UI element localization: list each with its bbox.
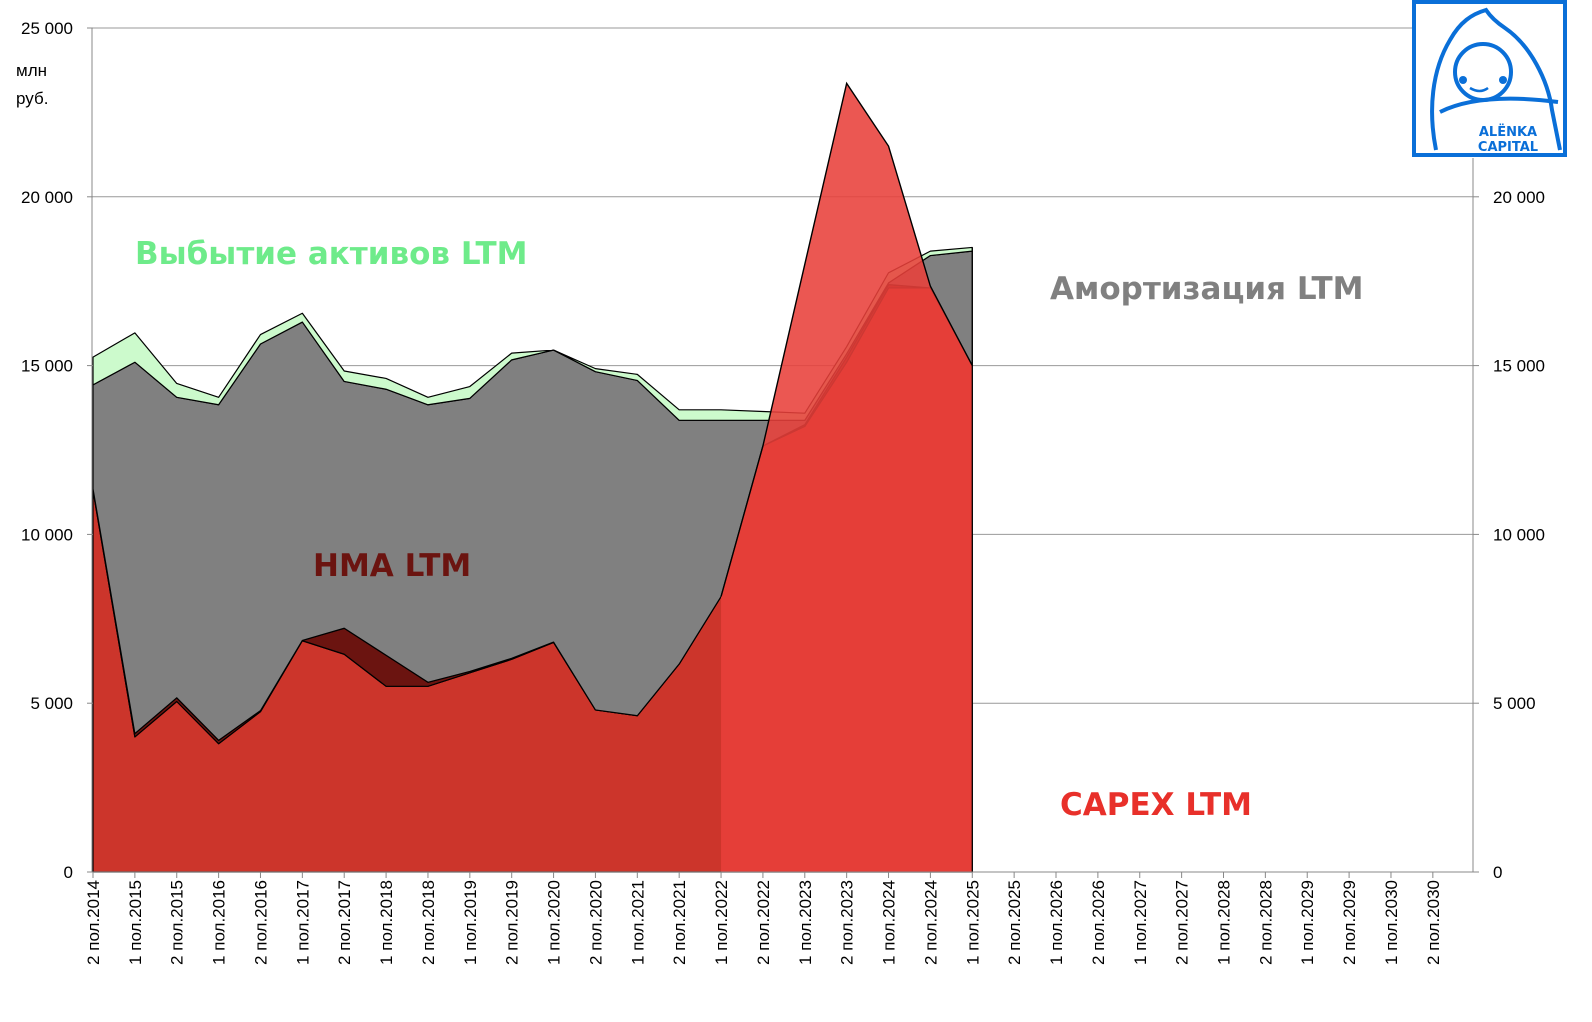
- x-tick-label: 2 пол.2016: [251, 880, 270, 965]
- x-tick-label: 1 пол.2021: [628, 880, 647, 965]
- capex-overlay: [720, 81, 973, 873]
- x-tick-label: 2 пол.2025: [1005, 880, 1024, 965]
- label-hma: НМА LTM: [313, 548, 471, 584]
- x-tick-label: 1 пол.2020: [545, 880, 564, 965]
- x-tick-label: 2 пол.2014: [84, 880, 103, 965]
- x-tick-label: 2 пол.2027: [1173, 880, 1192, 965]
- label-amortization: Амортизация LTM: [1050, 271, 1363, 307]
- logo: ALЁNKA CAPITAL: [1412, 0, 1567, 157]
- y-axis-left-ticks: 0 5 000 10 000 15 000 20 000 25 000: [21, 19, 93, 882]
- x-tick-label: 1 пол.2018: [377, 880, 396, 965]
- x-tick-label: 2 пол.2017: [335, 880, 354, 965]
- x-tick-label: 1 пол.2028: [1214, 880, 1233, 965]
- x-tick-label: 1 пол.2023: [796, 880, 815, 965]
- x-tick-label: 1 пол.2019: [461, 880, 480, 965]
- x-tick-label: 1 пол.2022: [712, 880, 731, 965]
- x-tick-label: 2 пол.2026: [1089, 880, 1108, 965]
- x-tick-label: 1 пол.2017: [293, 880, 312, 965]
- x-tick-label: 1 пол.2025: [963, 880, 982, 965]
- x-tick-label: 2 пол.2015: [168, 880, 187, 965]
- x-tick-label: 2 пол.2024: [921, 880, 940, 965]
- x-tick-label: 2 пол.2018: [419, 880, 438, 965]
- x-tick-label: 1 пол.2029: [1298, 880, 1317, 965]
- x-tick-label: 2 пол.2021: [670, 880, 689, 965]
- x-axis-ticks: 2 пол.2014 1 пол.2015 2 пол.2015 1 пол.2016…: [84, 872, 1443, 965]
- x-tick-label: 1 пол.2016: [210, 880, 229, 965]
- y-tick-label: 0: [64, 863, 73, 882]
- unit-label-line1: млн: [16, 61, 47, 80]
- y-right-tick-label: 15 000: [1493, 357, 1545, 376]
- x-tick-label: 2 пол.2020: [586, 880, 605, 965]
- x-tick-label: 2 пол.2029: [1340, 880, 1359, 965]
- label-disposal: Выбытие активов LTM: [135, 236, 527, 272]
- label-capex: CAPEX LTM: [1060, 787, 1252, 823]
- axes: [91, 28, 1474, 873]
- capex-line: [720, 81, 973, 597]
- y-right-tick-label: 5 000: [1493, 694, 1536, 713]
- y-tick-label: 25 000: [21, 19, 73, 38]
- x-tick-label: 1 пол.2024: [880, 880, 899, 965]
- y-tick-label: 10 000: [21, 525, 73, 544]
- logo-matryoshka-outline: [1430, 7, 1562, 151]
- y-right-tick-label: 0: [1493, 863, 1502, 882]
- x-tick-label: 1 пол.2026: [1047, 880, 1066, 965]
- logo-text-line1: ALЁNKA: [1479, 124, 1537, 140]
- x-tick-label: 2 пол.2030: [1424, 880, 1443, 965]
- y-right-tick-label: 10 000: [1493, 525, 1545, 544]
- x-tick-label: 1 пол.2015: [126, 880, 145, 965]
- x-tick-label: 1 пол.2027: [1131, 880, 1150, 965]
- capex-area: [721, 83, 973, 873]
- y-tick-label: 15 000: [21, 357, 73, 376]
- y-tick-label: 5 000: [30, 694, 73, 713]
- x-tick-label: 2 пол.2022: [754, 880, 773, 965]
- x-tick-label: 1 пол.2030: [1382, 880, 1401, 965]
- y-right-tick-label: 20 000: [1493, 188, 1545, 207]
- y-axis-right-ticks: 0 5 000 10 000 15 000 20 000: [1473, 188, 1545, 882]
- y-tick-label: 20 000: [21, 188, 73, 207]
- logo-text-line2: CAPITAL: [1478, 140, 1538, 155]
- logo-frame: [1412, 0, 1567, 157]
- x-tick-label: 2 пол.2023: [838, 880, 857, 965]
- x-tick-label: 2 пол.2019: [503, 880, 522, 965]
- unit-label-line2: руб.: [16, 89, 48, 108]
- x-tick-label: 2 пол.2028: [1256, 880, 1275, 965]
